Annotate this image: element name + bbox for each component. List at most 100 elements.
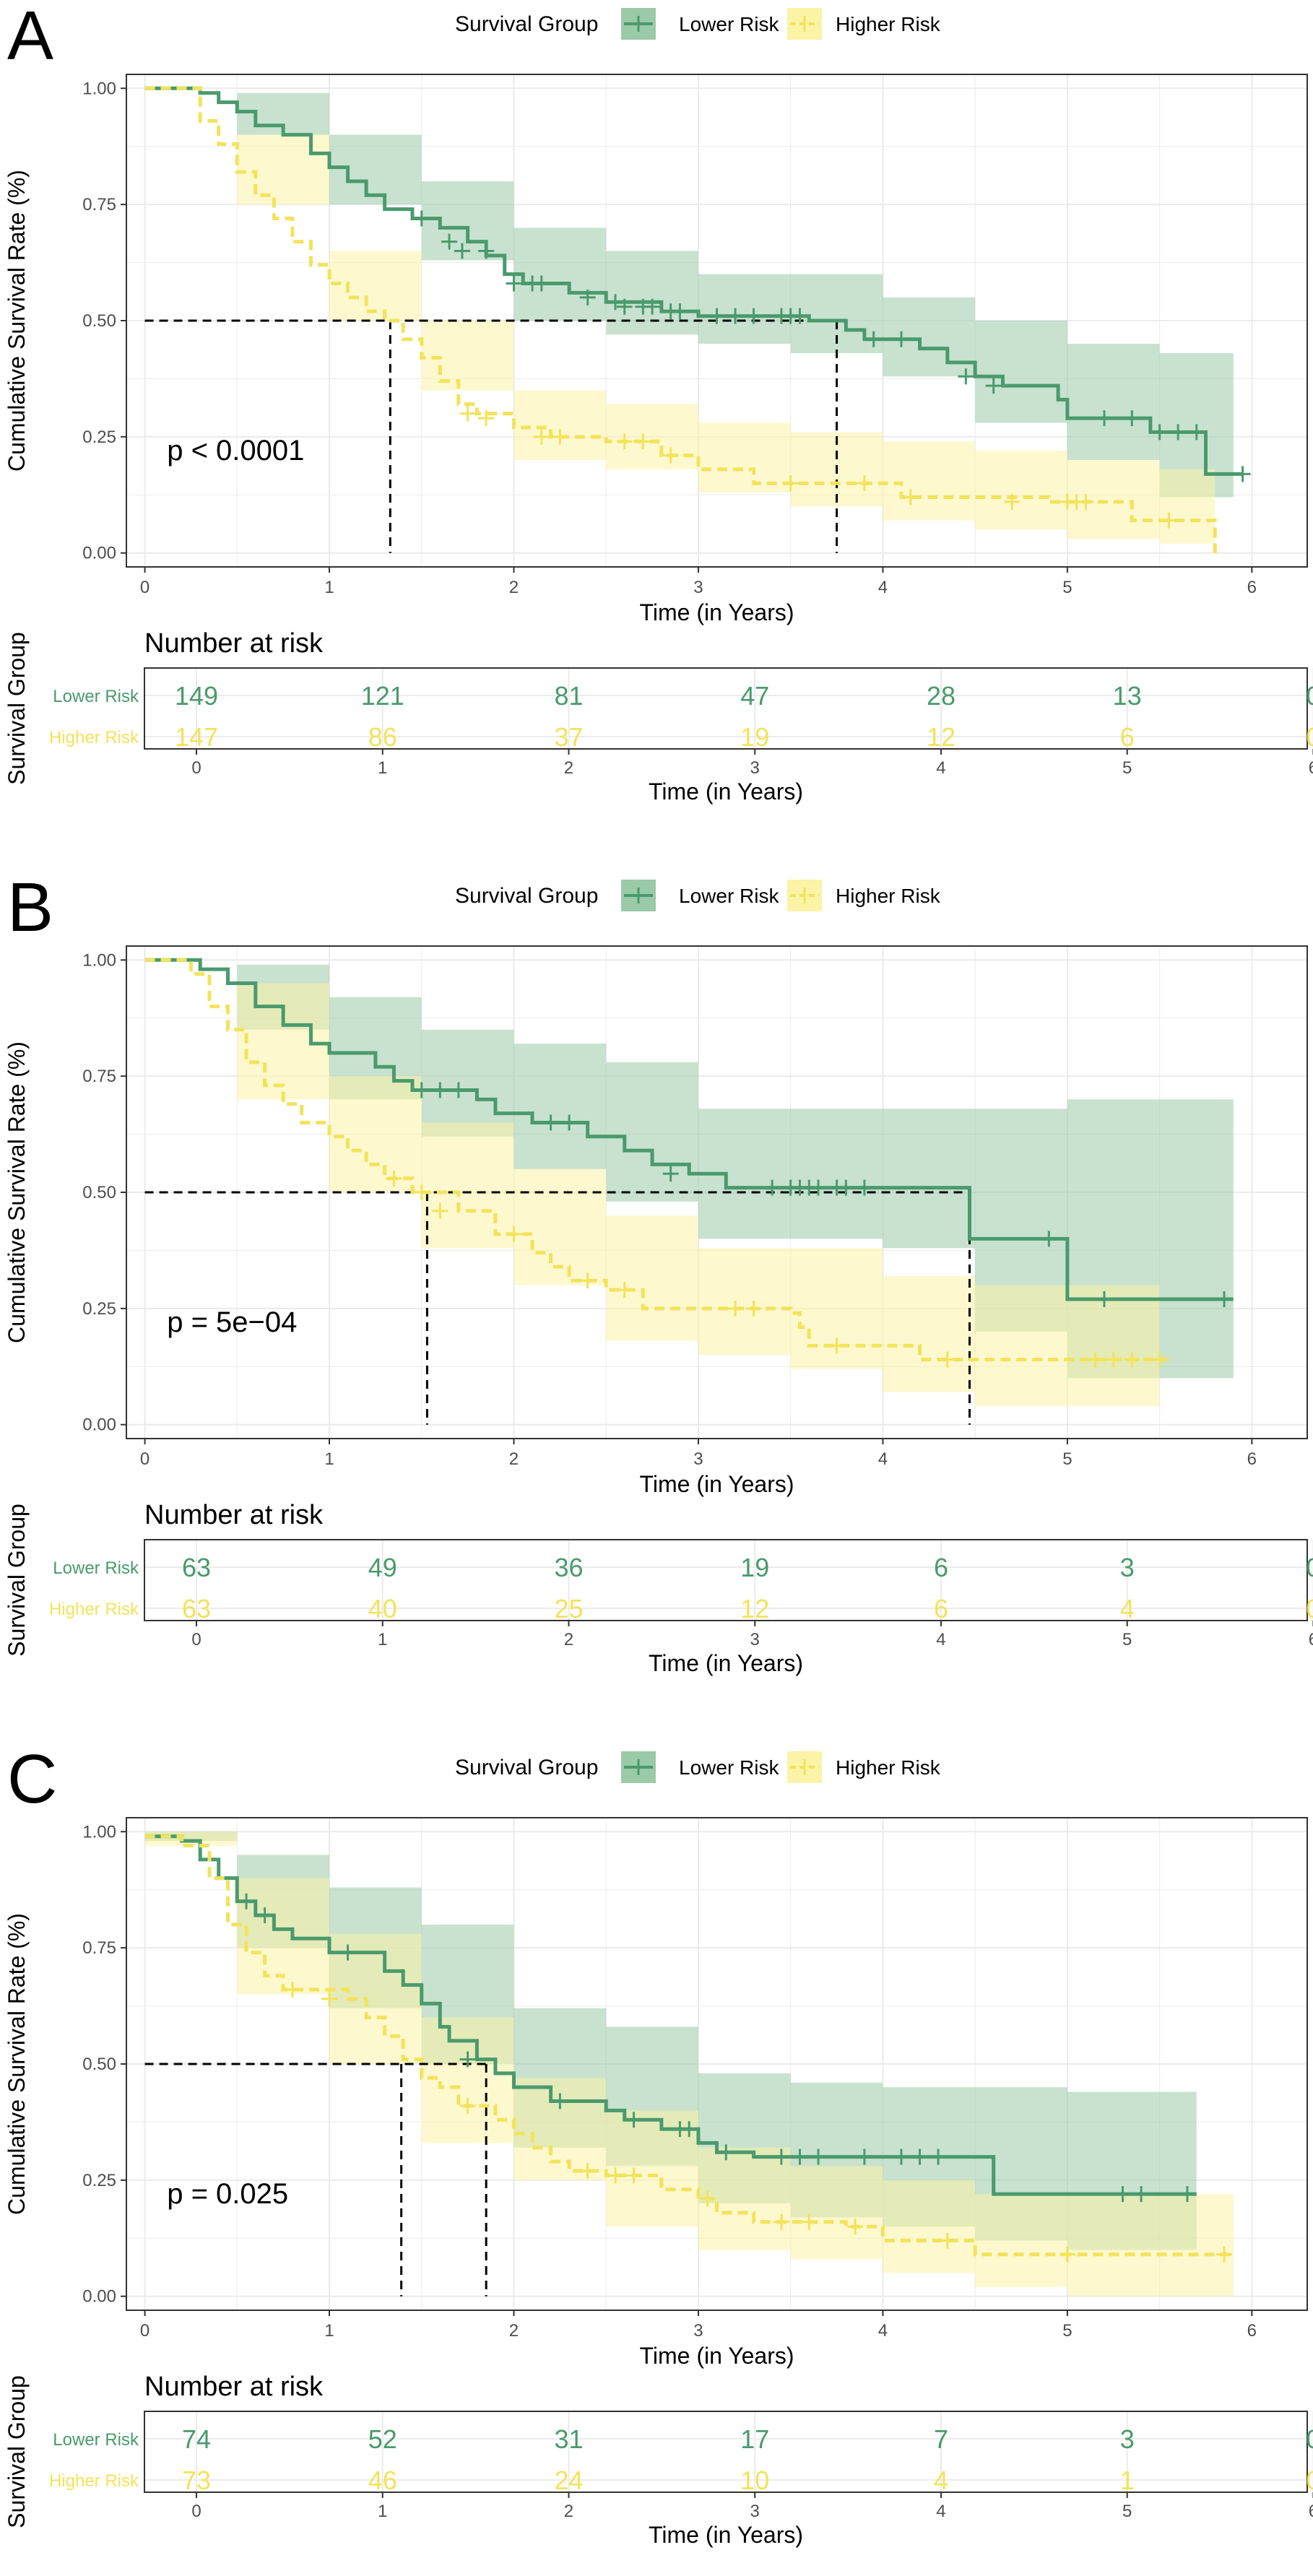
risk-x-tick-label: 1 <box>378 758 387 778</box>
risk-group-label-lower: Lower Risk <box>53 2430 139 2450</box>
y-tick-label: 0.25 <box>82 428 116 447</box>
risk-count: 24 <box>554 2466 583 2495</box>
censor-mark <box>413 1184 430 1200</box>
censor-mark <box>1161 512 1177 529</box>
km-curve-higher <box>144 1834 1234 2257</box>
risk-count: 6 <box>1120 722 1135 752</box>
risk-count: 6 <box>934 1553 948 1582</box>
x-tick-label: 3 <box>693 578 703 597</box>
censor-mark <box>413 210 430 227</box>
risk-count: 52 <box>368 2424 397 2454</box>
censor-mark <box>1151 1351 1168 1368</box>
risk-count: 28 <box>927 681 956 711</box>
censor-mark <box>828 1337 845 1354</box>
legend-key-lower <box>621 1751 656 1783</box>
censor-mark <box>681 2121 698 2138</box>
censor-mark <box>1078 493 1094 510</box>
x-tick-label: 1 <box>324 578 334 597</box>
risk-count: 3 <box>1120 2424 1135 2454</box>
censor-mark <box>1041 1231 1057 1247</box>
risk-x-tick-label: 2 <box>564 758 573 778</box>
x-tick-label: 2 <box>509 1449 519 1469</box>
censor-mark <box>1170 424 1187 441</box>
y-axis-title: Cumulative Survival Rate (%) <box>4 1041 30 1343</box>
risk-count: 0 <box>1306 2424 1313 2454</box>
risk-count: 1 <box>1120 2466 1135 2495</box>
risk-group-label-higher: Higher Risk <box>49 1600 139 1619</box>
censor-mark <box>635 433 651 450</box>
censor-mark <box>1096 1291 1112 1307</box>
censor-mark <box>792 2148 808 2165</box>
risk-group-label-higher: Higher Risk <box>49 728 139 747</box>
risk-x-axis-title: Time (in Years) <box>649 779 803 805</box>
censor-mark <box>607 2167 623 2184</box>
censor-mark <box>939 2232 956 2249</box>
risk-count: 37 <box>554 722 583 752</box>
censor-mark <box>773 2213 789 2230</box>
censor-mark <box>865 331 882 347</box>
panel-letter: A <box>7 0 53 74</box>
censor-mark <box>801 2213 818 2230</box>
risk-x-tick-label: 2 <box>564 2502 573 2521</box>
censor-mark <box>644 298 661 315</box>
censor-mark <box>1114 2186 1131 2203</box>
censor-mark <box>533 428 550 445</box>
risk-group-label-lower: Lower Risk <box>53 1558 139 1578</box>
p-value-label: p = 5e−04 <box>167 1306 297 1338</box>
x-tick-label: 4 <box>878 578 888 597</box>
risk-table-border <box>144 1539 1308 1621</box>
x-axis-title: Time (in Years) <box>640 2343 794 2369</box>
y-tick-label: 0.00 <box>82 544 116 563</box>
risk-x-tick-label: 0 <box>191 2502 201 2521</box>
censor-mark <box>459 2051 476 2068</box>
y-axis-title: Cumulative Survival Rate (%) <box>4 170 30 472</box>
risk-x-tick-label: 4 <box>936 758 945 778</box>
risk-count: 19 <box>740 1553 769 1582</box>
km-panel-a: A Survival Group Lower Risk Higher Risk 0.00… <box>4 0 1313 805</box>
censor-mark <box>893 331 909 347</box>
risk-count: 86 <box>368 722 397 752</box>
risk-table-frame <box>144 1539 1308 1621</box>
risk-count: 0 <box>1306 1553 1313 1582</box>
y-axis-title: Cumulative Survival Rate (%) <box>4 1913 30 2215</box>
x-tick-label: 2 <box>509 578 519 597</box>
risk-x-axis-title: Time (in Years) <box>649 2522 803 2548</box>
legend-key-higher <box>787 880 822 911</box>
censor-mark <box>939 1351 956 1368</box>
censor-mark <box>506 275 522 292</box>
censor-mark <box>1234 466 1251 482</box>
risk-x-tick-label: 5 <box>1122 2502 1132 2521</box>
risk-y-axis-title: Survival Group <box>4 1504 30 1657</box>
censor-mark <box>958 368 974 385</box>
legend-key-higher <box>787 8 822 40</box>
censor-mark <box>1151 424 1168 441</box>
censor-mark <box>792 308 808 324</box>
censor-mark <box>847 2219 864 2235</box>
censor-mark <box>625 2112 642 2128</box>
y-tick-label: 0.00 <box>82 1415 116 1435</box>
risk-x-tick-label: 2 <box>564 1630 573 1649</box>
risk-x-axis-title: Time (in Years) <box>649 1650 803 1676</box>
y-tick-label: 0.75 <box>82 1938 116 1958</box>
risk-x-tick-label: 6 <box>1309 2502 1313 2521</box>
censor-mark <box>1087 1351 1104 1368</box>
x-tick-label: 4 <box>878 1449 888 1469</box>
y-tick-label: 1.00 <box>82 950 116 970</box>
risk-count: 47 <box>740 681 769 711</box>
censor-mark <box>699 2190 716 2207</box>
censor-mark <box>339 1944 356 1961</box>
censor-mark <box>856 2148 872 2165</box>
censor-mark <box>506 1226 522 1242</box>
censor-mark <box>413 1082 430 1098</box>
plot-area <box>126 74 1308 568</box>
risk-count: 6 <box>934 1594 948 1623</box>
censor-mark <box>459 405 476 422</box>
censor-mark <box>441 233 458 250</box>
y-tick-label: 0.25 <box>82 1299 116 1319</box>
censor-mark <box>542 1114 559 1131</box>
legend-label-higher: Higher Risk <box>836 13 941 35</box>
x-tick-label: 5 <box>1062 1449 1072 1469</box>
risk-count: 63 <box>182 1553 211 1582</box>
censor-mark <box>810 1179 827 1196</box>
